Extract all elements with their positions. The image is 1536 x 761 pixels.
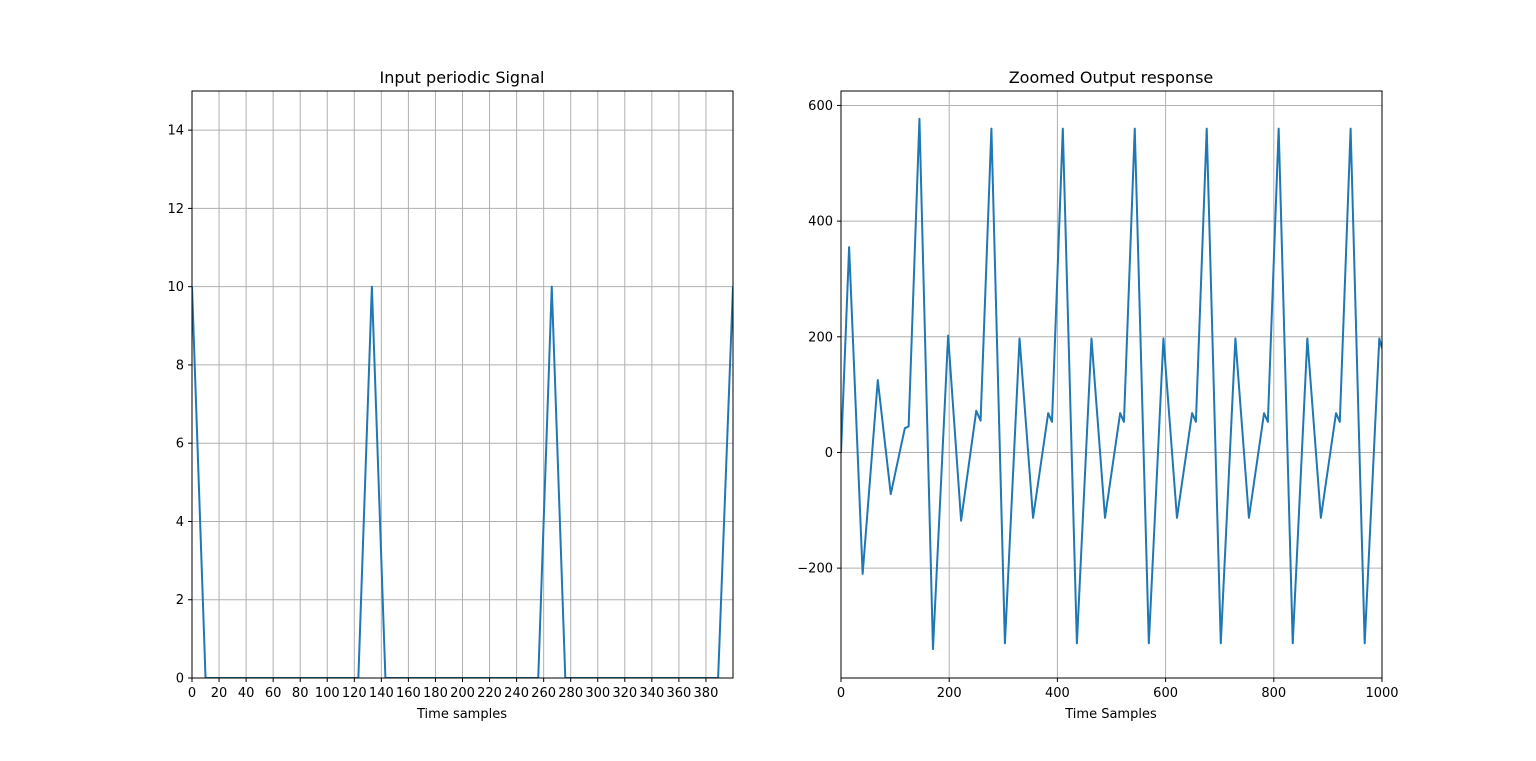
- input-signal-xtick-label-9: 180: [423, 686, 448, 701]
- input-signal-axes: Input periodic Signal Time samples 0 20 40…: [167, 68, 734, 722]
- input-signal-ytick-label-2: 4: [176, 515, 184, 530]
- output-response-ytick-label-1: 0: [825, 446, 833, 461]
- input-signal-xtick-label-10: 200: [450, 686, 475, 701]
- input-signal-xtick-label-15: 300: [585, 686, 610, 701]
- input-signal-xtick-label-14: 280: [558, 686, 583, 701]
- input-signal-ytick-label-0: 0: [176, 672, 184, 687]
- output-response-ytick-label-3: 400: [808, 215, 833, 230]
- input-signal-ytick-label-5: 10: [167, 280, 184, 295]
- input-signal-ytick-label-6: 12: [167, 202, 184, 217]
- input-signal-xtick-label-18: 360: [666, 686, 691, 701]
- output-response-ytick-label-0: −200: [797, 562, 833, 577]
- input-signal-ytick-label-3: 6: [176, 437, 184, 452]
- output-response-ytick-label-2: 200: [808, 330, 833, 345]
- output-response-xlabel: Time Samples: [1064, 707, 1157, 722]
- input-signal-xtick-label-4: 80: [292, 686, 309, 701]
- input-signal-xtick-label-16: 320: [612, 686, 637, 701]
- output-response-xtick-label-1: 200: [937, 686, 962, 701]
- output-response-xtick-label-2: 400: [1045, 686, 1070, 701]
- output-response-plot-frame: [840, 90, 1383, 679]
- output-response-series-line-0: [841, 117, 1382, 651]
- input-signal-ytick-label-4: 8: [176, 358, 184, 373]
- input-signal-xtick-label-0: 0: [188, 686, 196, 701]
- output-response-xtick-label-4: 800: [1261, 686, 1286, 701]
- output-response-xtick-label-0: 0: [837, 686, 845, 701]
- input-signal-xtick-label-3: 60: [265, 686, 282, 701]
- output-response-axes: Zoomed Output response Time Samples 0 200…: [797, 68, 1398, 722]
- output-response-xtick-label-3: 600: [1153, 686, 1178, 701]
- input-signal-xtick-label-6: 120: [342, 686, 367, 701]
- output-response-xtick-label-5: 1000: [1365, 686, 1398, 701]
- input-signal-ytick-label-1: 2: [176, 593, 184, 608]
- output-response-title: Zoomed Output response: [1009, 68, 1214, 87]
- output-response-ytick-label-4: 600: [808, 99, 833, 114]
- input-signal-ytick-label-7: 14: [167, 124, 184, 139]
- input-signal-title: Input periodic Signal: [380, 68, 545, 87]
- input-signal-xtick-label-5: 100: [315, 686, 340, 701]
- input-signal-xtick-label-13: 260: [531, 686, 556, 701]
- input-signal-xtick-label-2: 40: [238, 686, 255, 701]
- input-signal-xtick-label-1: 20: [211, 686, 228, 701]
- input-signal-xtick-label-7: 140: [369, 686, 394, 701]
- input-signal-xtick-label-8: 160: [396, 686, 421, 701]
- input-signal-xlabel: Time samples: [416, 707, 507, 722]
- input-signal-xtick-label-11: 220: [477, 686, 502, 701]
- input-signal-xtick-label-12: 240: [504, 686, 529, 701]
- input-signal-xtick-label-19: 380: [694, 686, 719, 701]
- input-signal-xtick-label-17: 340: [639, 686, 664, 701]
